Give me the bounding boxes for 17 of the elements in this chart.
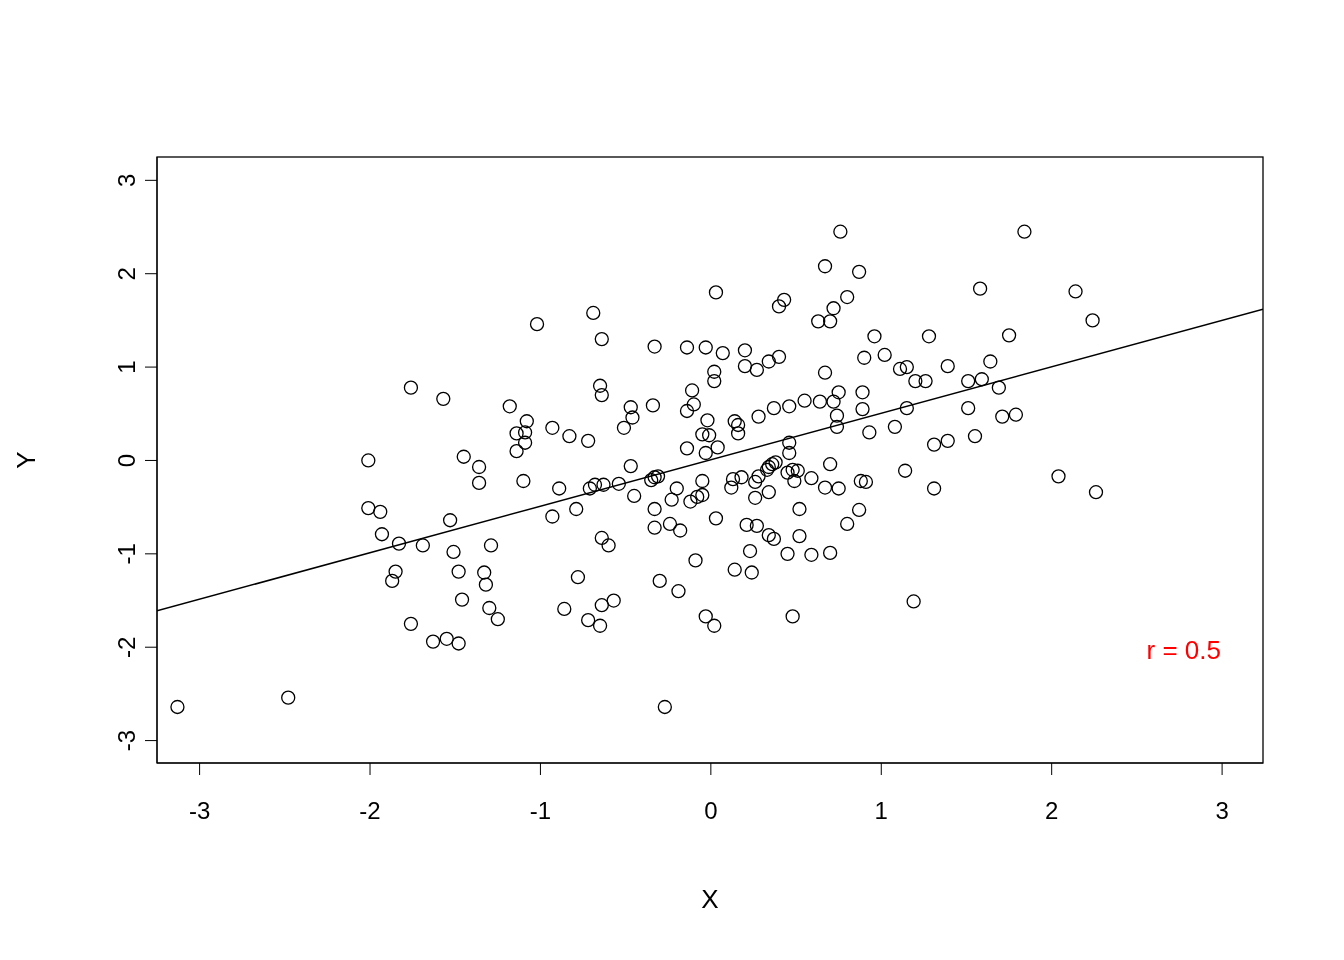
x-tick-label: -1 <box>529 797 552 824</box>
y-tick-label: 3 <box>113 173 140 188</box>
y-tick-label: -1 <box>113 543 140 565</box>
x-tick-label: 0 <box>704 797 718 824</box>
x-axis-title: X <box>701 884 719 914</box>
y-tick-label: 1 <box>113 360 140 374</box>
x-tick-label: -3 <box>188 797 211 824</box>
y-tick-label: -2 <box>113 636 140 658</box>
x-tick-label: 1 <box>874 797 888 824</box>
x-tick-label: 2 <box>1045 797 1059 824</box>
y-axis-title: Y <box>10 451 41 469</box>
x-tick-label: 3 <box>1215 797 1229 824</box>
y-tick-label: 2 <box>113 267 140 281</box>
x-tick-label: -2 <box>359 797 381 824</box>
annotation: r = 0.5 <box>1146 635 1221 665</box>
y-tick-label: -3 <box>113 729 140 752</box>
y-tick-label: 0 <box>113 453 140 468</box>
